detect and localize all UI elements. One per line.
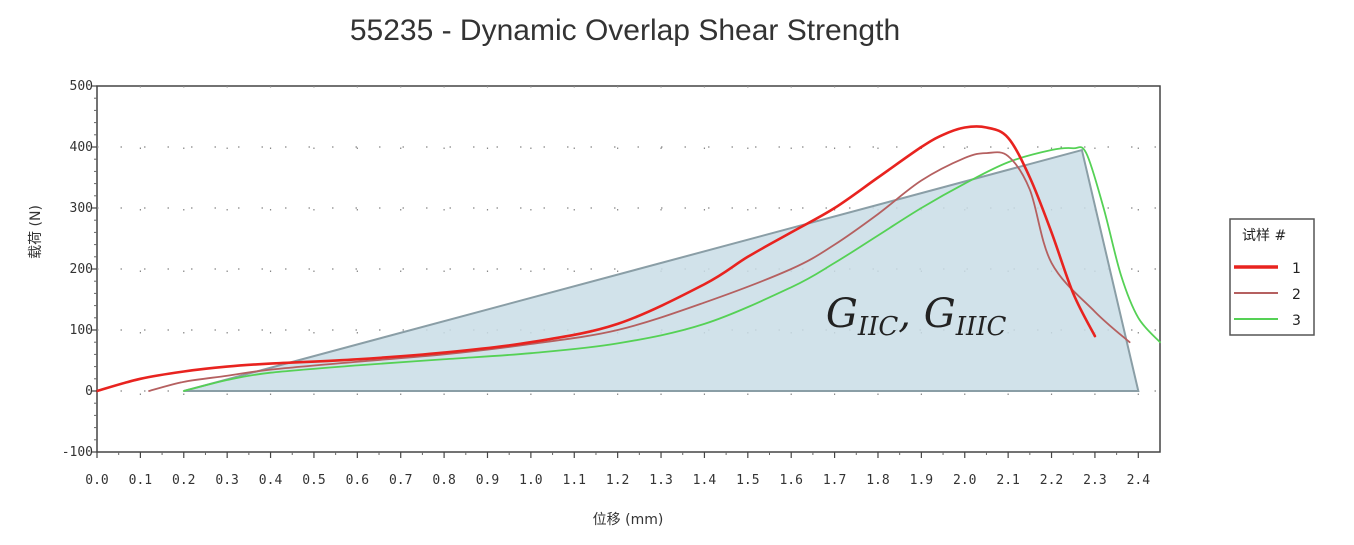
axis-layer: 500 400 300 200 100 0 -100 0.0 0.1 0.2 0.3 0.4 0.5 0.…: [62, 79, 1151, 488]
x-tick-label: 2.1: [996, 473, 1019, 488]
annotation-separator: ,: [898, 291, 923, 337]
legend: 试样 # 1 2 3: [1229, 218, 1315, 336]
series-line-2: [148, 151, 1131, 392]
x-tick-label: 0.9: [476, 473, 499, 488]
y-axis-label: 载荷 (N): [28, 205, 44, 259]
x-tick-label: 1.5: [736, 473, 759, 488]
x-tick-label: 2.4: [1127, 473, 1151, 488]
annotation-sub-1: IIC: [857, 312, 899, 342]
x-axis-label: 位移 (mm): [593, 512, 664, 528]
y-tick-label: 500: [70, 79, 93, 94]
x-tick-label: 0.4: [259, 473, 283, 488]
legend-entries: 1 2 3: [1234, 261, 1301, 329]
y-tick-label: 200: [70, 262, 93, 277]
x-tick-label: 1.0: [519, 473, 542, 488]
series-layer: [95, 125, 1161, 393]
legend-title: 试样 #: [1242, 228, 1286, 244]
x-tick-label: 1.4: [693, 473, 717, 488]
legend-box: [1229, 218, 1315, 336]
x-tick-label: 1.2: [606, 473, 629, 488]
x-tick-label: 1.3: [649, 473, 672, 488]
x-tick-label: 2.0: [953, 473, 976, 488]
x-tick-label: 0.6: [346, 473, 369, 488]
y-tick-label: -100: [62, 445, 93, 460]
legend-label-1: 1: [1292, 261, 1301, 277]
series-line-1: [95, 125, 1097, 393]
y-tick-label: 100: [70, 323, 93, 338]
x-tick-label: 2.3: [1083, 473, 1106, 488]
annotation-sub-2: IIIC: [955, 312, 1007, 342]
legend-label-2: 2: [1292, 287, 1301, 303]
x-tick-label: 1.1: [563, 473, 586, 488]
x-tick-label: 0.1: [129, 473, 152, 488]
shaded-region: [183, 148, 1140, 392]
x-tick-label: 2.2: [1040, 473, 1063, 488]
y-tick-label: 0: [85, 384, 93, 399]
x-tick-label: 0.5: [302, 473, 325, 488]
legend-label-3: 3: [1292, 313, 1301, 329]
x-tick-label: 0.0: [85, 473, 108, 488]
x-tick-label: 1.6: [779, 473, 802, 488]
annotation-g-iic-g-iiic: GIIC, GIIIC: [826, 291, 1007, 342]
y-tick-label: 400: [70, 140, 93, 155]
x-tick-label: 1.8: [866, 473, 889, 488]
annotation-base-2: G: [924, 291, 956, 337]
annotation-base-1: G: [826, 291, 858, 337]
x-tick-label: 0.8: [432, 473, 455, 488]
x-tick-label: 1.9: [910, 473, 933, 488]
x-tick-label: 0.2: [172, 473, 195, 488]
x-tick-label: 1.7: [823, 473, 846, 488]
x-tick-label: 0.7: [389, 473, 412, 488]
shaded-region-layer: [183, 148, 1140, 392]
x-tick-label: 0.3: [215, 473, 238, 488]
y-tick-label: 300: [70, 201, 93, 216]
series-line-3: [182, 146, 1161, 392]
chart-title: 55235 - Dynamic Overlap Shear Strength: [350, 14, 900, 47]
